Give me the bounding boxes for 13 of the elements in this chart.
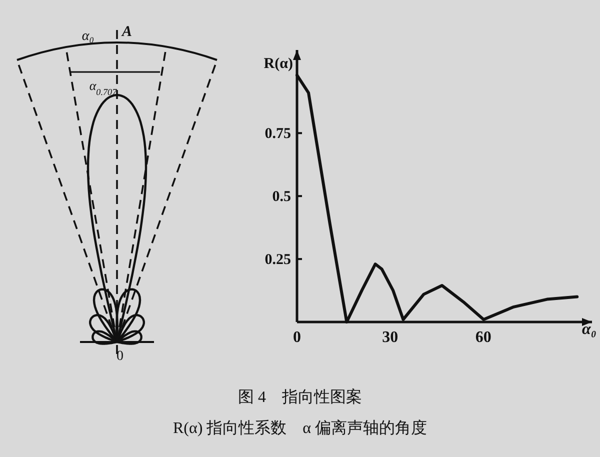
y-tick-label: 0.75 <box>264 126 291 142</box>
x-tick-label: 30 <box>382 329 398 346</box>
text: R(α) 指向性系数 α 偏离声轴的角度 <box>172 419 428 437</box>
y-axis-title: R(α) <box>264 56 293 72</box>
y-tick-label: 0.5 <box>272 189 291 206</box>
x-tick-label: 60 <box>475 329 492 346</box>
text: 0 <box>116 349 124 364</box>
text: α₀ <box>82 29 94 44</box>
x-tick-label: 0 <box>293 329 301 346</box>
text: A <box>120 24 132 40</box>
y-tick-label: 0.25 <box>264 252 291 268</box>
text: 图 4 指向性图案 <box>238 388 362 406</box>
x-axis-title: α₀ <box>582 321 596 338</box>
